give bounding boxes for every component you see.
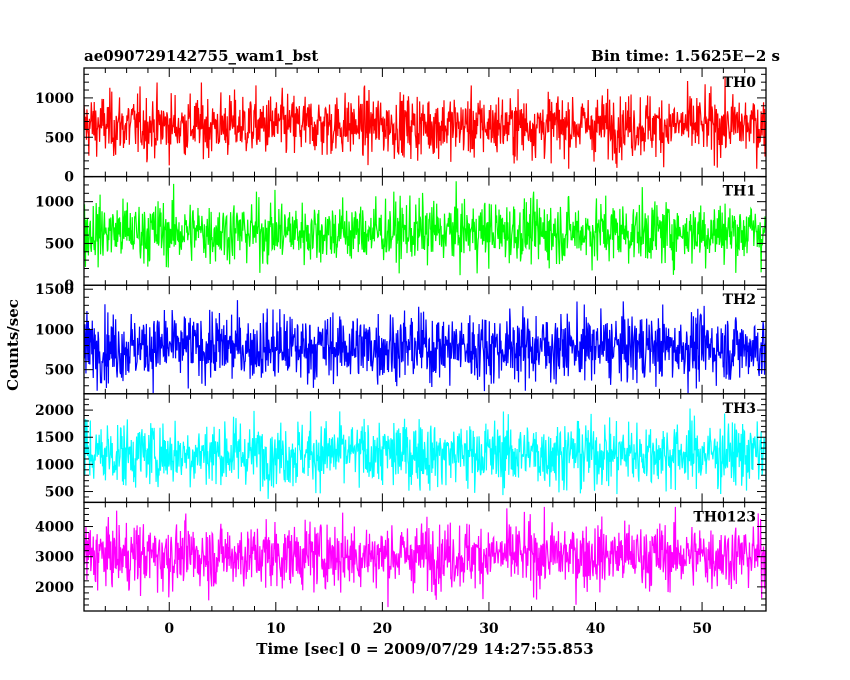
y-tick-label-th0123: 4000 — [35, 520, 74, 536]
x-tick-label: 30 — [479, 621, 499, 637]
y-tick-label-th1: 1000 — [35, 195, 74, 211]
y-tick-label-th3: 500 — [45, 485, 74, 501]
series-line-th3 — [83, 408, 767, 499]
file-title: ae090729142755_wam1_bst — [84, 47, 318, 65]
x-tick-label: 0 — [164, 621, 174, 637]
bin-time-label: Bin time: 1.5625E−2 s — [591, 47, 780, 65]
series-line-th0 — [83, 76, 767, 169]
panel-label-th1: TH1 — [723, 184, 756, 200]
y-axis-title: Counts/sec — [4, 299, 22, 391]
y-tick-label-th0: 500 — [45, 130, 74, 146]
panel-label-th2: TH2 — [723, 292, 756, 308]
panel-stack: 0 500 1000 TH0 0 500 1000 TH1 500 1000 1500 TH2 500 1… — [35, 67, 767, 612]
x-axis-title: Time [sec] 0 = 2009/07/29 14:27:55.853 — [256, 640, 593, 658]
panel-label-th0: TH0 — [723, 75, 757, 91]
panel-th0123: 2000 3000 4000 TH0123 — [35, 501, 767, 612]
series-line-th0123 — [83, 506, 767, 608]
series-line-th2 — [83, 300, 767, 394]
x-tick-label: 50 — [692, 621, 712, 637]
y-tick-label-th2: 1500 — [35, 282, 74, 298]
x-tick-label: 20 — [373, 621, 393, 637]
x-tick-label: 10 — [266, 621, 286, 637]
x-tick-labels: 0 10 20 30 40 50 — [164, 621, 712, 637]
x-tick-label: 40 — [586, 621, 606, 637]
series-line-th1 — [83, 181, 767, 276]
y-tick-label-th2: 1000 — [35, 322, 74, 338]
y-tick-label-th0: 1000 — [35, 91, 74, 107]
panel-th0: 0 500 1000 TH0 — [35, 67, 767, 186]
panel-th3: 500 1000 1500 2000 TH3 — [35, 393, 767, 504]
panel-label-th3: TH3 — [723, 401, 756, 417]
y-tick-label-th1: 0 — [64, 278, 74, 294]
y-tick-label-th0123: 2000 — [35, 580, 74, 596]
panel-th1: 0 500 1000 TH1 — [35, 175, 767, 294]
panel-label-th0123: TH0123 — [693, 509, 756, 525]
y-tick-label-th3: 1000 — [35, 457, 74, 473]
y-tick-label-th0123: 3000 — [35, 550, 74, 566]
panel-th2: 500 1000 1500 TH2 — [35, 282, 767, 395]
y-tick-label-th2: 500 — [45, 363, 74, 379]
y-tick-label-th3: 2000 — [35, 403, 74, 419]
y-tick-label-th3: 1500 — [35, 430, 74, 446]
y-tick-label-th1: 500 — [45, 236, 74, 252]
y-tick-label-th0: 0 — [64, 170, 74, 186]
